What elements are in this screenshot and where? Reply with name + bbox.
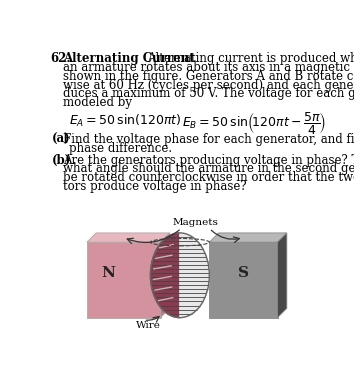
Polygon shape [87, 242, 160, 318]
Polygon shape [209, 233, 287, 242]
Text: Alternating current is produced when: Alternating current is produced when [147, 52, 354, 65]
Text: shown in the figure. Generators A and B rotate counterclock-: shown in the figure. Generators A and B … [63, 70, 354, 83]
Text: wise at 60 Hz (cycles per second) and each generator pro-: wise at 60 Hz (cycles per second) and ea… [63, 79, 354, 92]
Text: Magnets: Magnets [172, 218, 218, 227]
Polygon shape [150, 233, 180, 318]
Text: Find the voltage phase for each generator, and find the: Find the voltage phase for each generato… [63, 133, 354, 146]
Text: modeled by: modeled by [63, 96, 132, 109]
Text: be rotated counterclockwise in order that the two genera-: be rotated counterclockwise in order tha… [63, 171, 354, 184]
Text: S: S [238, 266, 249, 280]
Text: phase difference.: phase difference. [69, 142, 172, 155]
Text: what angle should the armature in the second generator: what angle should the armature in the se… [63, 162, 354, 176]
Polygon shape [180, 233, 209, 318]
Text: 62.: 62. [51, 52, 71, 65]
Text: tors produce voltage in phase?: tors produce voltage in phase? [63, 180, 246, 193]
Text: Alternating Current: Alternating Current [63, 52, 194, 65]
Text: Wire: Wire [136, 321, 161, 331]
Text: $E_A = 50\,\sin(120\pi t)$: $E_A = 50\,\sin(120\pi t)$ [69, 113, 182, 129]
Polygon shape [278, 233, 287, 318]
Polygon shape [209, 242, 278, 318]
Text: Are the generators producing voltage in phase? Through: Are the generators producing voltage in … [63, 154, 354, 167]
Text: (b): (b) [52, 154, 71, 167]
Text: duces a maximum of 50 V. The voltage for each generator is: duces a maximum of 50 V. The voltage for… [63, 87, 354, 100]
Polygon shape [87, 233, 170, 242]
Text: $E_B = 50\,\sin\!\left(\!120\pi t - \dfrac{5\pi}{4}\!\right)$: $E_B = 50\,\sin\!\left(\!120\pi t - \dfr… [182, 110, 326, 137]
Polygon shape [160, 233, 170, 318]
Text: (a): (a) [52, 133, 71, 146]
Text: N: N [102, 266, 115, 280]
Text: an armature rotates about its axis in a magnetic field, as: an armature rotates about its axis in a … [63, 61, 354, 74]
